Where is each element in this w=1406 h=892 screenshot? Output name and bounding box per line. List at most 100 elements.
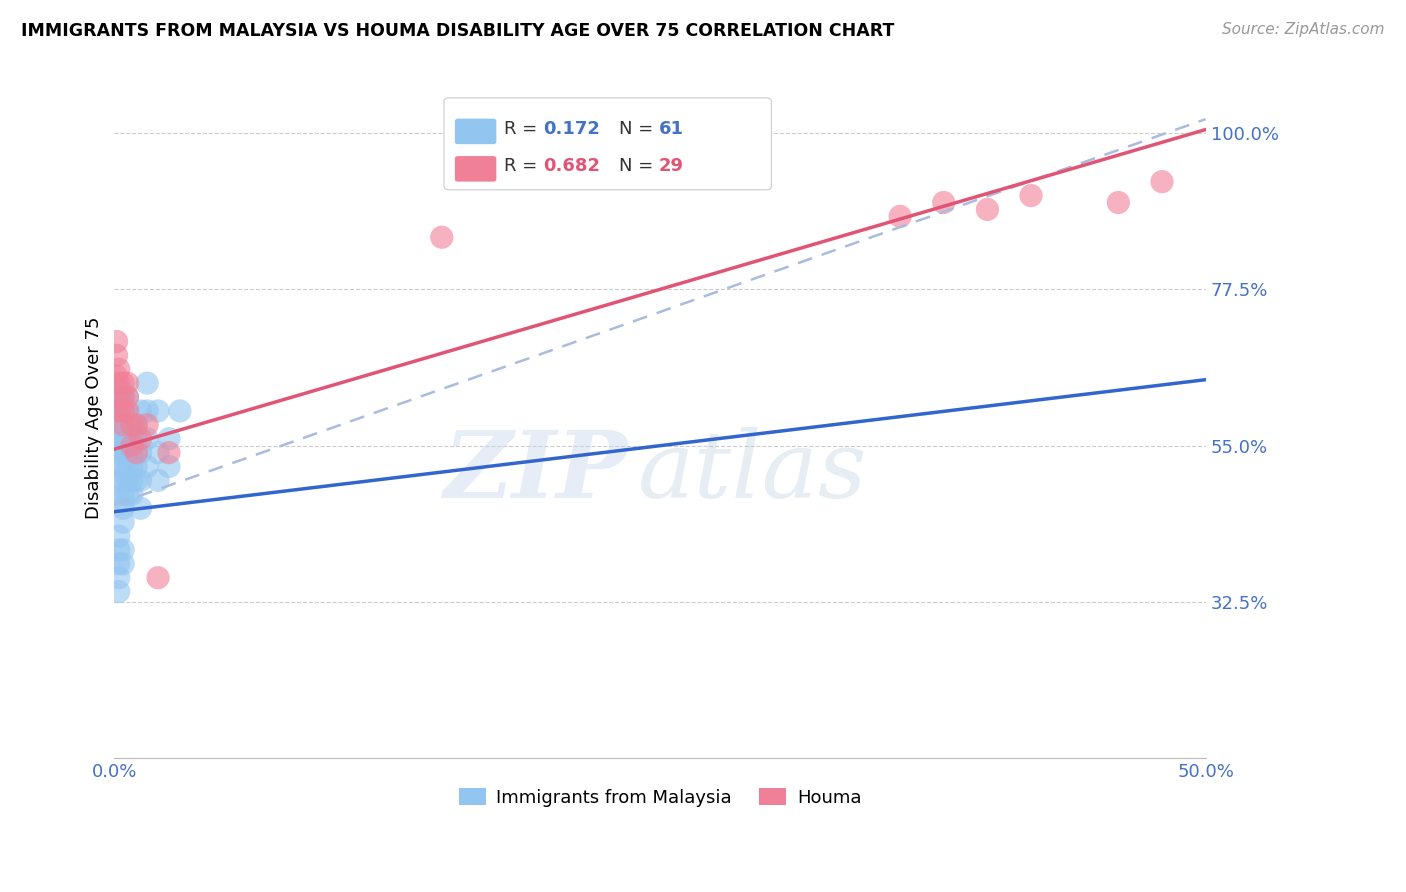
Point: [129, 474, 152, 488]
Point: [129, 404, 152, 418]
Point: [157, 432, 180, 446]
Point: [112, 557, 135, 571]
Point: [121, 417, 143, 432]
Point: [169, 404, 191, 418]
Point: [112, 487, 135, 501]
Point: [136, 404, 159, 418]
Point: [107, 376, 129, 391]
Point: [121, 459, 143, 474]
Point: [125, 445, 148, 459]
Point: [107, 404, 129, 418]
Point: [1019, 188, 1042, 202]
Point: [112, 501, 135, 516]
Point: [125, 474, 148, 488]
Point: [146, 445, 169, 459]
Point: [107, 445, 129, 459]
Point: [125, 459, 148, 474]
Point: [157, 459, 180, 474]
Point: [117, 459, 139, 474]
Point: [136, 376, 159, 391]
Point: [129, 501, 152, 516]
Point: [1150, 175, 1173, 189]
Point: [136, 432, 159, 446]
FancyBboxPatch shape: [456, 156, 496, 182]
Point: [129, 432, 152, 446]
Point: [117, 390, 139, 404]
Point: [121, 445, 143, 459]
Point: [430, 230, 453, 244]
Point: [117, 474, 139, 488]
Point: [107, 571, 129, 585]
Point: [105, 334, 128, 349]
Text: 61: 61: [659, 120, 683, 137]
Point: [112, 390, 135, 404]
Point: [117, 487, 139, 501]
Point: [112, 404, 135, 418]
Point: [136, 417, 159, 432]
Text: Source: ZipAtlas.com: Source: ZipAtlas.com: [1222, 22, 1385, 37]
Point: [121, 432, 143, 446]
Point: [107, 417, 129, 432]
Point: [107, 362, 129, 376]
Text: ZIP: ZIP: [443, 427, 627, 517]
Point: [112, 417, 135, 432]
Point: [146, 474, 169, 488]
Point: [125, 417, 148, 432]
Point: [117, 390, 139, 404]
FancyBboxPatch shape: [444, 98, 772, 190]
Point: [107, 494, 129, 508]
Point: [117, 376, 139, 391]
Point: [121, 487, 143, 501]
Point: [107, 584, 129, 599]
Point: [117, 445, 139, 459]
Point: [107, 439, 129, 453]
Point: [146, 404, 169, 418]
Text: 29: 29: [659, 157, 683, 175]
Text: 0.682: 0.682: [543, 157, 600, 175]
Text: 0.172: 0.172: [543, 120, 600, 137]
Point: [112, 404, 135, 418]
Text: atlas: atlas: [638, 427, 868, 517]
Point: [117, 404, 139, 418]
Point: [112, 459, 135, 474]
Point: [105, 348, 128, 362]
Point: [112, 515, 135, 529]
Point: [107, 390, 129, 404]
Point: [117, 417, 139, 432]
Point: [121, 439, 143, 453]
Text: R =: R =: [503, 157, 543, 175]
Point: [112, 376, 135, 391]
Point: [1107, 195, 1129, 210]
Point: [125, 417, 148, 432]
Point: [157, 445, 180, 459]
Point: [112, 390, 135, 404]
Point: [125, 432, 148, 446]
Point: [117, 432, 139, 446]
Point: [107, 557, 129, 571]
Point: [107, 404, 129, 418]
Point: [146, 571, 169, 585]
Point: [107, 397, 129, 411]
Point: [125, 445, 148, 459]
FancyBboxPatch shape: [456, 119, 496, 145]
Point: [112, 417, 135, 432]
Text: N =: N =: [619, 157, 658, 175]
Point: [117, 404, 139, 418]
Point: [112, 432, 135, 446]
Text: R =: R =: [503, 120, 543, 137]
Point: [136, 459, 159, 474]
Point: [121, 417, 143, 432]
Text: IMMIGRANTS FROM MALAYSIA VS HOUMA DISABILITY AGE OVER 75 CORRELATION CHART: IMMIGRANTS FROM MALAYSIA VS HOUMA DISABI…: [21, 22, 894, 40]
Point: [889, 210, 911, 224]
Point: [129, 445, 152, 459]
Point: [107, 383, 129, 397]
Point: [976, 202, 998, 217]
Point: [107, 542, 129, 557]
Text: N =: N =: [619, 120, 658, 137]
Point: [107, 425, 129, 439]
Point: [932, 195, 955, 210]
Point: [112, 474, 135, 488]
Point: [112, 542, 135, 557]
Y-axis label: Disability Age Over 75: Disability Age Over 75: [86, 317, 103, 519]
Point: [107, 529, 129, 543]
